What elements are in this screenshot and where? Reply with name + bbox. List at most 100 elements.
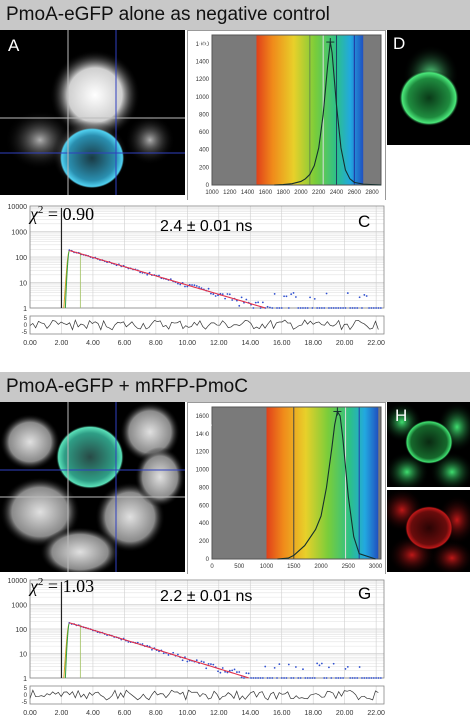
inset-h-green: H <box>387 402 470 487</box>
spectrum-x-tick-label: 500 <box>234 564 245 570</box>
spectrum-x-tick-label: 2600 <box>348 190 362 196</box>
decay-y-tick-label: 10000 <box>8 578 28 585</box>
decay-data-point <box>233 668 236 671</box>
decay-data-point <box>299 677 302 679</box>
decay-data-point <box>356 307 359 309</box>
chi-superscript: 2 <box>37 204 44 216</box>
decay-data-point <box>372 677 375 679</box>
residual-y-tick-label: 0 <box>24 693 28 699</box>
decay-data-point <box>181 659 184 662</box>
lifetime-c: 2.4 ± 0.01 ns <box>160 218 253 235</box>
decay-data-point <box>186 285 189 288</box>
decay-data-point <box>379 307 382 309</box>
decay-x-tick-label: 20.00 <box>336 340 354 347</box>
decay-data-point <box>252 307 255 309</box>
decay-data-point <box>179 283 182 286</box>
decay-data-point <box>290 293 293 296</box>
decay-data-point <box>264 665 267 668</box>
residual-y-tick-label: 5 <box>24 686 28 692</box>
decay-data-point <box>167 654 170 656</box>
decay-data-point <box>231 669 234 672</box>
decay-data-point <box>271 677 274 679</box>
decay-data-point <box>304 677 307 679</box>
decay-data-point <box>299 307 302 309</box>
spectrum-y-tick-label: 0 <box>206 183 210 189</box>
decay-x-tick-label: 4.00 <box>86 710 100 717</box>
decay-x-tick-label: 18.00 <box>304 710 322 717</box>
decay-data-point <box>328 307 330 309</box>
spectrum-y-tick-label: 1200 <box>196 77 210 83</box>
decay-data-point <box>212 663 215 666</box>
decay-data-point <box>254 301 257 304</box>
lifetime-g: 2.2 ± 0.01 ns <box>160 588 253 605</box>
spectrum-y-tick-label: 800 <box>199 112 210 118</box>
decay-data-point <box>335 677 337 679</box>
spectrum-x-tick-label: 1600 <box>259 190 273 196</box>
decay-data-point <box>346 666 349 668</box>
decay-data-point <box>320 307 323 309</box>
decay-data-point <box>287 663 290 666</box>
decay-data-point <box>146 273 149 276</box>
decay-y-tick-label: 10000 <box>8 204 28 211</box>
spectrum-y-tick-label: 200 <box>199 539 210 545</box>
panel-label-f: F <box>202 421 213 440</box>
decay-data-point <box>368 677 370 679</box>
decay-data-point <box>186 660 189 663</box>
decay-x-tick-label: 18.00 <box>304 340 322 347</box>
decay-data-point <box>344 668 347 670</box>
spectrum-y-tick-label: 0 <box>206 557 210 563</box>
inset-d: D <box>387 30 470 145</box>
decay-data-point <box>297 677 300 679</box>
decay-data-point <box>261 301 264 304</box>
decay-data-point <box>337 677 340 679</box>
decay-y-tick-label: 10 <box>19 652 27 659</box>
residual-y-tick-label: -5 <box>22 330 28 336</box>
decay-g: 1 10 100 1000 10000 5 0 -5 0.00 2.00 4.00 6.00 8.00 1… <box>0 574 390 720</box>
decay-y-tick-label: 1000 <box>11 603 27 610</box>
decay-data-point <box>320 662 323 665</box>
decay-data-point <box>332 662 335 665</box>
decay-data-point <box>226 293 229 295</box>
decay-data-point <box>191 284 193 286</box>
spectrum-y-tick-label: 1600 <box>196 414 210 420</box>
decay-data-point <box>278 663 281 666</box>
decay-data-point <box>217 294 219 297</box>
decay-data-point <box>342 307 344 309</box>
decay-data-point <box>285 295 288 298</box>
decay-data-point <box>202 661 205 663</box>
decay-data-point <box>243 677 245 679</box>
spectrum-y-tick-label: 1400 <box>196 432 210 438</box>
decay-data-point <box>311 307 314 309</box>
decay-y-tick-label: 1 <box>23 676 27 683</box>
decay-data-point <box>221 667 224 669</box>
decay-data-point <box>217 670 219 673</box>
decay-data-point <box>214 295 217 297</box>
decay-data-point <box>292 677 295 679</box>
decay-data-point <box>363 294 366 296</box>
decay-data-point <box>158 274 160 277</box>
decay-data-point <box>283 295 285 298</box>
decay-data-point <box>375 307 378 309</box>
decay-data-point <box>266 305 269 308</box>
decay-data-point <box>311 677 314 679</box>
decay-x-tick-label: 0.00 <box>23 340 37 347</box>
spectrum-x-tick-label: 0 <box>210 564 214 570</box>
irf-curve-green <box>64 249 70 309</box>
decay-data-point <box>302 307 304 309</box>
decay-data-point <box>210 292 212 295</box>
decay-data-point <box>294 296 297 298</box>
decay-data-point <box>176 282 179 285</box>
chi-superscript: 2 <box>37 576 44 588</box>
decay-data-point <box>269 306 271 309</box>
spectrum-x-tick-label: 1200 <box>223 190 237 196</box>
spectrum-curve <box>277 409 376 560</box>
decay-data-point <box>283 677 285 679</box>
decay-data-point <box>358 296 361 299</box>
decay-data-point <box>318 664 321 667</box>
decay-data-point <box>238 671 241 673</box>
section1-title: PmoA-eGFP alone as negative control <box>0 0 470 30</box>
panel-label-a: A <box>8 36 20 55</box>
spectrum-y-tick-label: 1000 <box>196 95 210 101</box>
decay-data-point <box>162 652 165 655</box>
spectrum-y-tick-label: 800 <box>199 485 210 491</box>
